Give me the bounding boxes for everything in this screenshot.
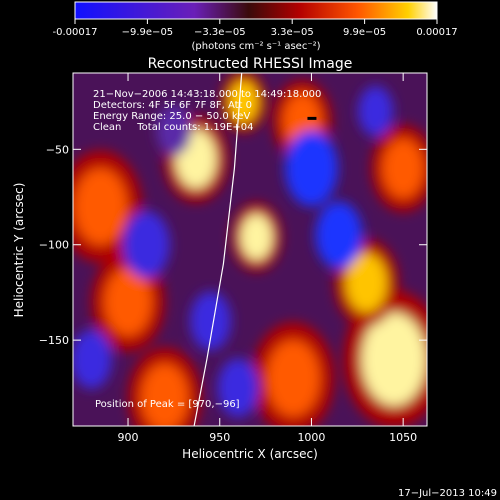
emission-blobs [73,73,427,426]
x-tick-label: 950 [209,431,230,444]
info-line-energy: Energy Range: 25.0 − 50.0 keV [93,111,250,122]
colorbar-tick-label: -0.00017 [53,27,98,38]
emission-blob [361,312,427,406]
x-tick-label: 1050 [389,431,417,444]
emission-blob [228,80,259,123]
emission-blob [315,201,363,269]
colorbar-ticks: -0.00017 −9.9e−05 −3.3e−05 3.3e−05 9.9e−05 0.… [53,19,458,38]
emission-blob [73,329,112,389]
colorbar-tick-label: 9.9e−05 [343,27,386,38]
y-tick-label: −150 [39,334,69,347]
x-axis-ticks: 900 950 1000 1050 [118,73,417,444]
emission-blob [74,168,127,245]
emission-blob [190,291,232,351]
emission-blob [141,363,189,426]
emission-blob [285,130,338,207]
emission-blob [382,138,424,198]
peak-position-label: Position of Peak = [970,−96] [95,399,240,410]
timestamp: 17−Jul−2013 10:49 [398,488,497,499]
x-tick-label: 900 [118,431,139,444]
image-area [73,73,427,426]
peak-marker [307,116,317,120]
emission-blob [122,210,170,279]
y-tick-label: −50 [46,143,69,156]
x-axis-label: Heliocentric X (arcsec) [182,447,318,461]
plot-frame [72,72,428,427]
y-tick-label: −100 [39,239,69,252]
emission-blob [240,213,273,261]
colorbar-unit-label: (photons cm⁻² s⁻¹ asec⁻²) [191,41,320,52]
emission-blob [156,104,192,156]
solar-limb-line [193,73,243,426]
colorbar-tick-label: −3.3e−05 [194,27,246,38]
emission-blob [217,358,259,418]
chart-title: Reconstructed RHESSI Image [148,56,353,72]
y-axis-label: Heliocentric Y (arcsec) [12,183,26,318]
colorbar [74,1,438,20]
emission-blob [345,253,388,313]
x-tick-label: 1000 [297,431,325,444]
colorbar-tick-label: −9.9e−05 [122,27,174,38]
colorbar-tick-label: 3.3e−05 [271,27,314,38]
colorbar-tick-label: 0.00017 [416,27,457,38]
y-axis-ticks: −50 −100 −150 [39,143,427,347]
info-line-time: 21−Nov−2006 14:43:18.000 to 14:49:18.000 [93,89,321,100]
emission-blob [358,85,394,137]
emission-blob [266,340,320,417]
emission-blob [104,268,152,336]
info-line-clean: Clean Total counts: 1.19E+04 [93,122,253,133]
info-line-detectors: Detectors: 4F 5F 6F 7F 8F, Att 0 [93,100,252,111]
